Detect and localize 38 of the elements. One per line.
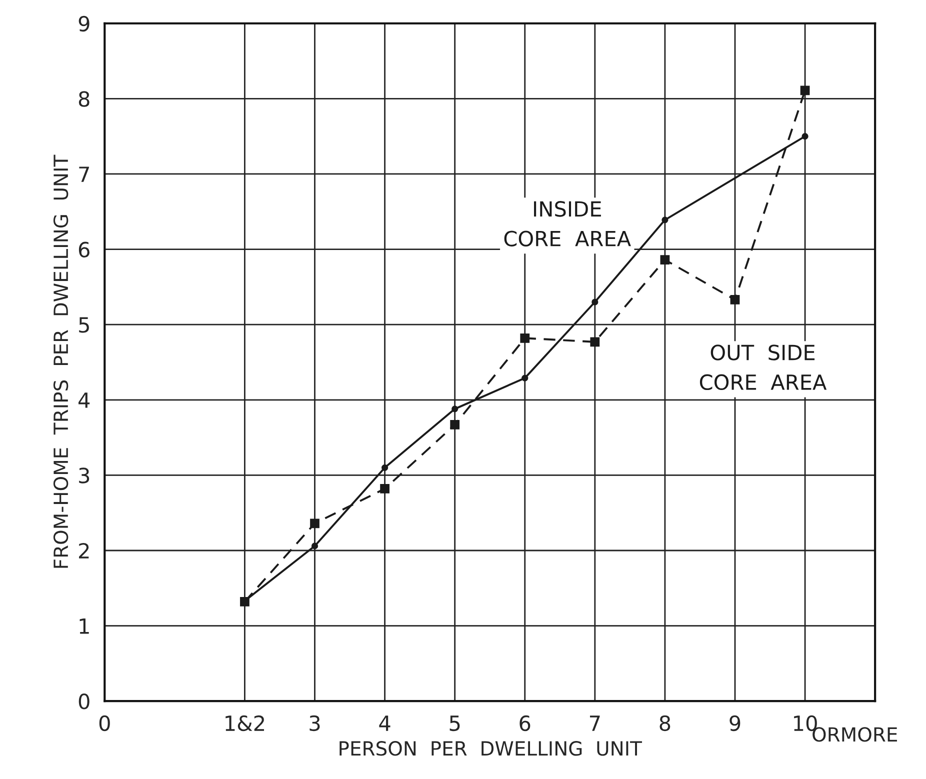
y-tick-label: 0 [78, 694, 90, 710]
point [730, 295, 740, 304]
y-tick-label: 8 [78, 91, 90, 107]
x-tick-label: 9 [730, 715, 740, 732]
y-tick-label: 5 [79, 317, 89, 333]
point [450, 420, 460, 430]
point [592, 298, 598, 306]
point [452, 406, 458, 412]
y-tick-label: 3 [79, 468, 90, 484]
point [311, 542, 318, 550]
point [520, 333, 530, 343]
x-tick-label: 8 [660, 715, 670, 732]
point [800, 86, 810, 96]
point [660, 255, 670, 265]
point [802, 133, 808, 140]
x-tick-label: 5 [450, 716, 460, 732]
y-axis-title: FROM-HOME TRIPS PER DWELLING UNIT [53, 154, 68, 568]
point [310, 518, 320, 528]
y-tick-label: 7 [79, 166, 89, 182]
point [590, 337, 600, 347]
point [380, 484, 390, 494]
text: OUT SIDE CORE AREA [700, 344, 827, 390]
series-label: INSIDE CORE AREA [504, 201, 631, 246]
y-tick-label: 2 [79, 542, 89, 558]
x-axis-title: PERSON PER DWELLING UNIT [340, 741, 642, 756]
x-tick-label: 7 [590, 716, 600, 731]
y-tick-label: 6 [78, 242, 90, 258]
x-tick-label: 4 [379, 716, 390, 731]
point [522, 374, 528, 382]
x-tick-label: 1&2 [226, 715, 264, 732]
y-tick-label: 9 [78, 16, 90, 32]
point [662, 216, 668, 224]
x-tick-label: 3 [310, 715, 320, 732]
y-tick-label: 4 [78, 392, 90, 408]
x-tick-label: 6 [520, 715, 530, 732]
y-tick-label: 1 [80, 618, 89, 634]
point [381, 464, 388, 471]
x-tick-label: 0 [99, 715, 110, 732]
